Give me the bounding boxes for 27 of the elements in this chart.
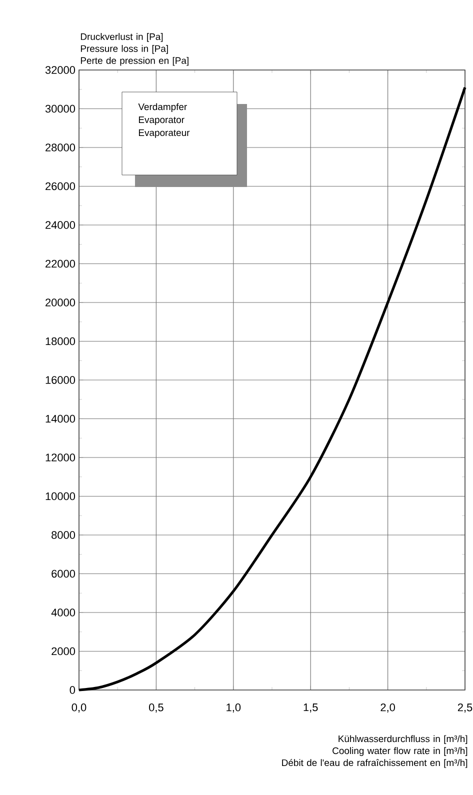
y-tick-label: 18000: [46, 337, 76, 346]
y-tick-label: 0: [70, 686, 76, 694]
y-tick-label: 30000: [45, 104, 76, 113]
y-axis-title: Druckverlust in [Pa] Pressure loss in [Pa] Perte de pression en [Pa]: [80, 33, 188, 66]
x-tick-label: 1,0: [226, 704, 241, 713]
y-tick-label: 8000: [52, 531, 76, 539]
y-tick-label: 32000: [45, 66, 76, 74]
x-tick-label: 1,5: [304, 704, 318, 712]
y-tick-label: 12000: [46, 454, 76, 462]
y-tick-label: 4000: [51, 608, 76, 616]
y-tick-label: 14000: [46, 414, 76, 423]
x-tick-label: 2,5: [458, 704, 472, 713]
line-series: [78, 86, 466, 692]
x-tick-label: 0,0: [72, 704, 86, 713]
y-tick-label: 24000: [46, 221, 76, 229]
y-tick-label: 26000: [46, 182, 76, 190]
y-tick-label: 16000: [46, 376, 76, 384]
y-tick-label: 20000: [46, 298, 76, 306]
x-tick-label: 2,0: [380, 704, 395, 713]
x-axis-title: Kühlwasserdurchfluss in [m³/h] Cooling water flow rate in [m³/h] Débit de l'eau de rafraîchissement en [m³/h]: [282, 735, 468, 768]
y-tick-label: 2000: [52, 647, 76, 656]
y-tick-label: 10000: [46, 492, 76, 500]
x-tick-label: 0,5: [149, 704, 164, 713]
y-tick-label: 6000: [52, 570, 76, 578]
y-tick-label: 28000: [46, 144, 76, 152]
y-tick-label: 22000: [46, 260, 76, 268]
annotation: Verdampfer Evaporator Evaporateur: [138, 103, 190, 138]
